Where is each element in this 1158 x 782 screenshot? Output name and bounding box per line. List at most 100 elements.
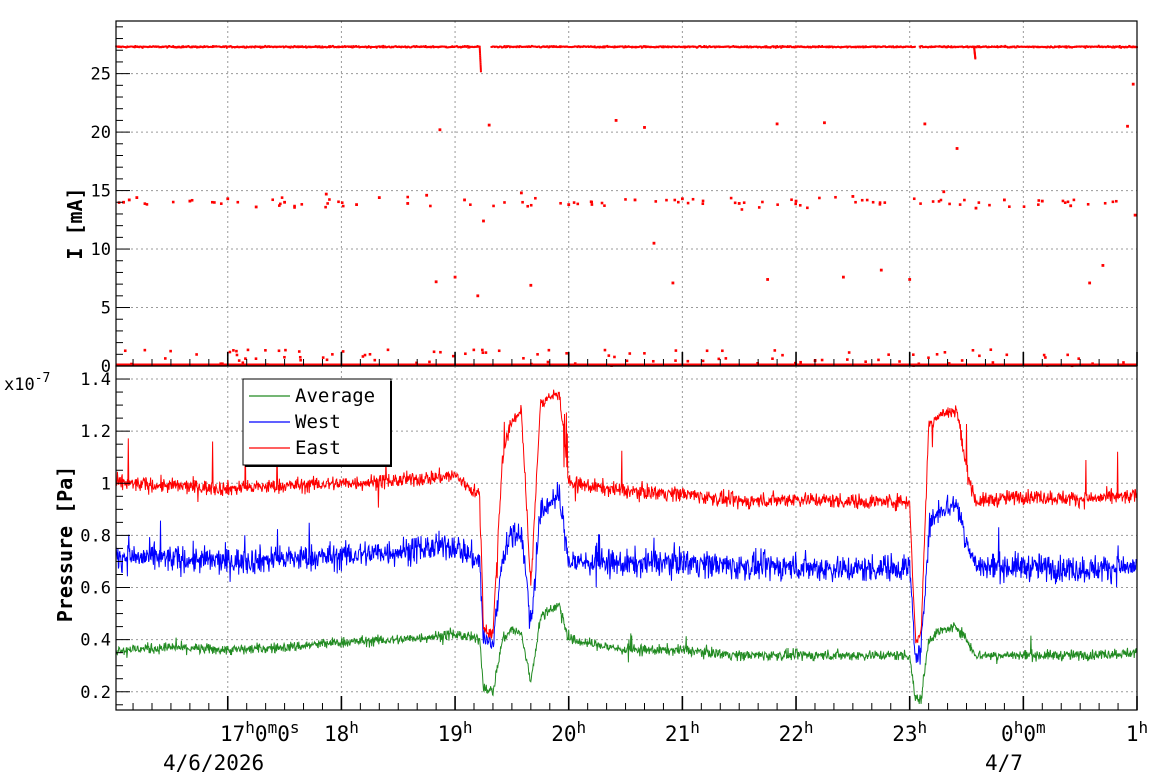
current-point	[367, 46, 369, 49]
current-point	[548, 46, 550, 49]
current-low-point	[235, 349, 238, 353]
current-outlier-point	[1003, 198, 1006, 202]
legend-label-average: Average	[295, 385, 375, 407]
current-band-point	[278, 204, 281, 207]
current-band-point	[818, 196, 821, 200]
current-point	[318, 45, 321, 48]
current-point	[765, 45, 768, 48]
current-y-tick-label: 15	[91, 182, 111, 202]
current-point	[296, 45, 299, 48]
current-point	[703, 44, 706, 47]
current-point	[1065, 46, 1068, 49]
current-band-point	[559, 201, 562, 205]
current-point	[593, 46, 596, 49]
current-band-point	[534, 196, 537, 200]
current-y-tick-label: 10	[91, 240, 111, 260]
current-low-point	[263, 363, 267, 367]
current-point	[424, 44, 427, 47]
current-point	[999, 46, 1002, 48]
current-band-point	[871, 200, 875, 204]
current-point	[1127, 45, 1130, 48]
pressure-y-tick-label: 0.4	[80, 631, 111, 651]
current-low-point	[439, 350, 442, 354]
current-low-point	[299, 358, 302, 362]
current-band-point	[757, 206, 761, 209]
current-band-point	[977, 201, 981, 204]
current-low-point	[547, 348, 551, 352]
current-dip-point	[478, 49, 481, 52]
current-point	[1065, 45, 1068, 48]
current-point	[910, 45, 912, 48]
current-low-point	[671, 363, 674, 367]
current-outlier-point	[851, 195, 855, 198]
current-band-point	[1111, 200, 1115, 204]
current-point	[892, 45, 895, 48]
pressure-y-tick-label: 0.6	[80, 579, 111, 599]
current-outlier-point	[135, 196, 139, 199]
current-outlier-point	[879, 268, 883, 272]
current-point	[662, 45, 664, 48]
current-dip-point	[478, 47, 481, 50]
current-low-point	[435, 363, 439, 367]
current-point	[820, 46, 823, 48]
current-low-point	[674, 359, 677, 362]
current-dip-point	[478, 51, 481, 54]
current-point	[1015, 46, 1018, 49]
current-point	[821, 45, 824, 47]
current-outlier-point	[1040, 199, 1044, 203]
current-outlier-point	[226, 197, 230, 201]
pressure-x-ticks	[132, 696, 1138, 710]
current-point	[644, 45, 647, 48]
current-band-point	[686, 201, 690, 205]
current-point	[222, 45, 225, 48]
current-band-point	[1063, 201, 1067, 204]
current-point	[328, 45, 330, 48]
current-band-point	[271, 198, 275, 202]
current-dip-point	[974, 57, 977, 60]
current-point	[661, 46, 664, 49]
current-band-point	[794, 202, 798, 206]
current-band-point	[878, 203, 882, 206]
current-point	[1128, 44, 1131, 47]
current-low-point	[991, 361, 995, 364]
current-low-point	[432, 350, 436, 354]
current-point	[381, 46, 384, 49]
current-outlier-point	[519, 191, 523, 195]
current-outlier-point	[974, 206, 978, 210]
current-low-point	[917, 362, 921, 366]
current-low-point	[847, 351, 851, 354]
current-point	[329, 45, 332, 47]
current-low-point	[625, 359, 629, 363]
current-outlier-point	[1069, 204, 1073, 208]
pressure-y-tick-label: 0.8	[80, 526, 111, 546]
current-low-point	[651, 359, 655, 363]
current-point	[182, 45, 184, 48]
current-outlier-point	[908, 278, 912, 281]
current-low-point	[771, 357, 774, 360]
current-point	[404, 45, 407, 48]
current-point	[211, 46, 214, 49]
current-outlier-point	[463, 198, 466, 202]
current-point	[558, 45, 561, 48]
current-low-point	[163, 357, 167, 360]
current-outlier-point	[438, 128, 442, 132]
current-band-point	[406, 195, 410, 199]
current-point	[779, 45, 782, 48]
current-point	[603, 45, 605, 48]
current-point	[714, 46, 717, 49]
current-band-point	[429, 204, 432, 208]
current-outlier-point	[942, 190, 946, 194]
current-band-point	[279, 202, 282, 206]
current-point	[809, 45, 812, 48]
current-point	[995, 46, 998, 48]
current-point	[919, 46, 922, 49]
current-point	[165, 45, 168, 48]
current-low-point	[989, 348, 993, 352]
time-tick-label: 21h	[665, 718, 700, 746]
current-point	[1032, 45, 1034, 48]
current-point	[764, 46, 767, 49]
time-axis-labels: 17h0m0s 18h 19h 20h 21h 22h 23h 0h0m 1h	[220, 718, 1148, 746]
time-tick-label: 19h	[438, 718, 473, 746]
current-band-point	[654, 200, 658, 203]
current-low-point	[756, 362, 759, 365]
